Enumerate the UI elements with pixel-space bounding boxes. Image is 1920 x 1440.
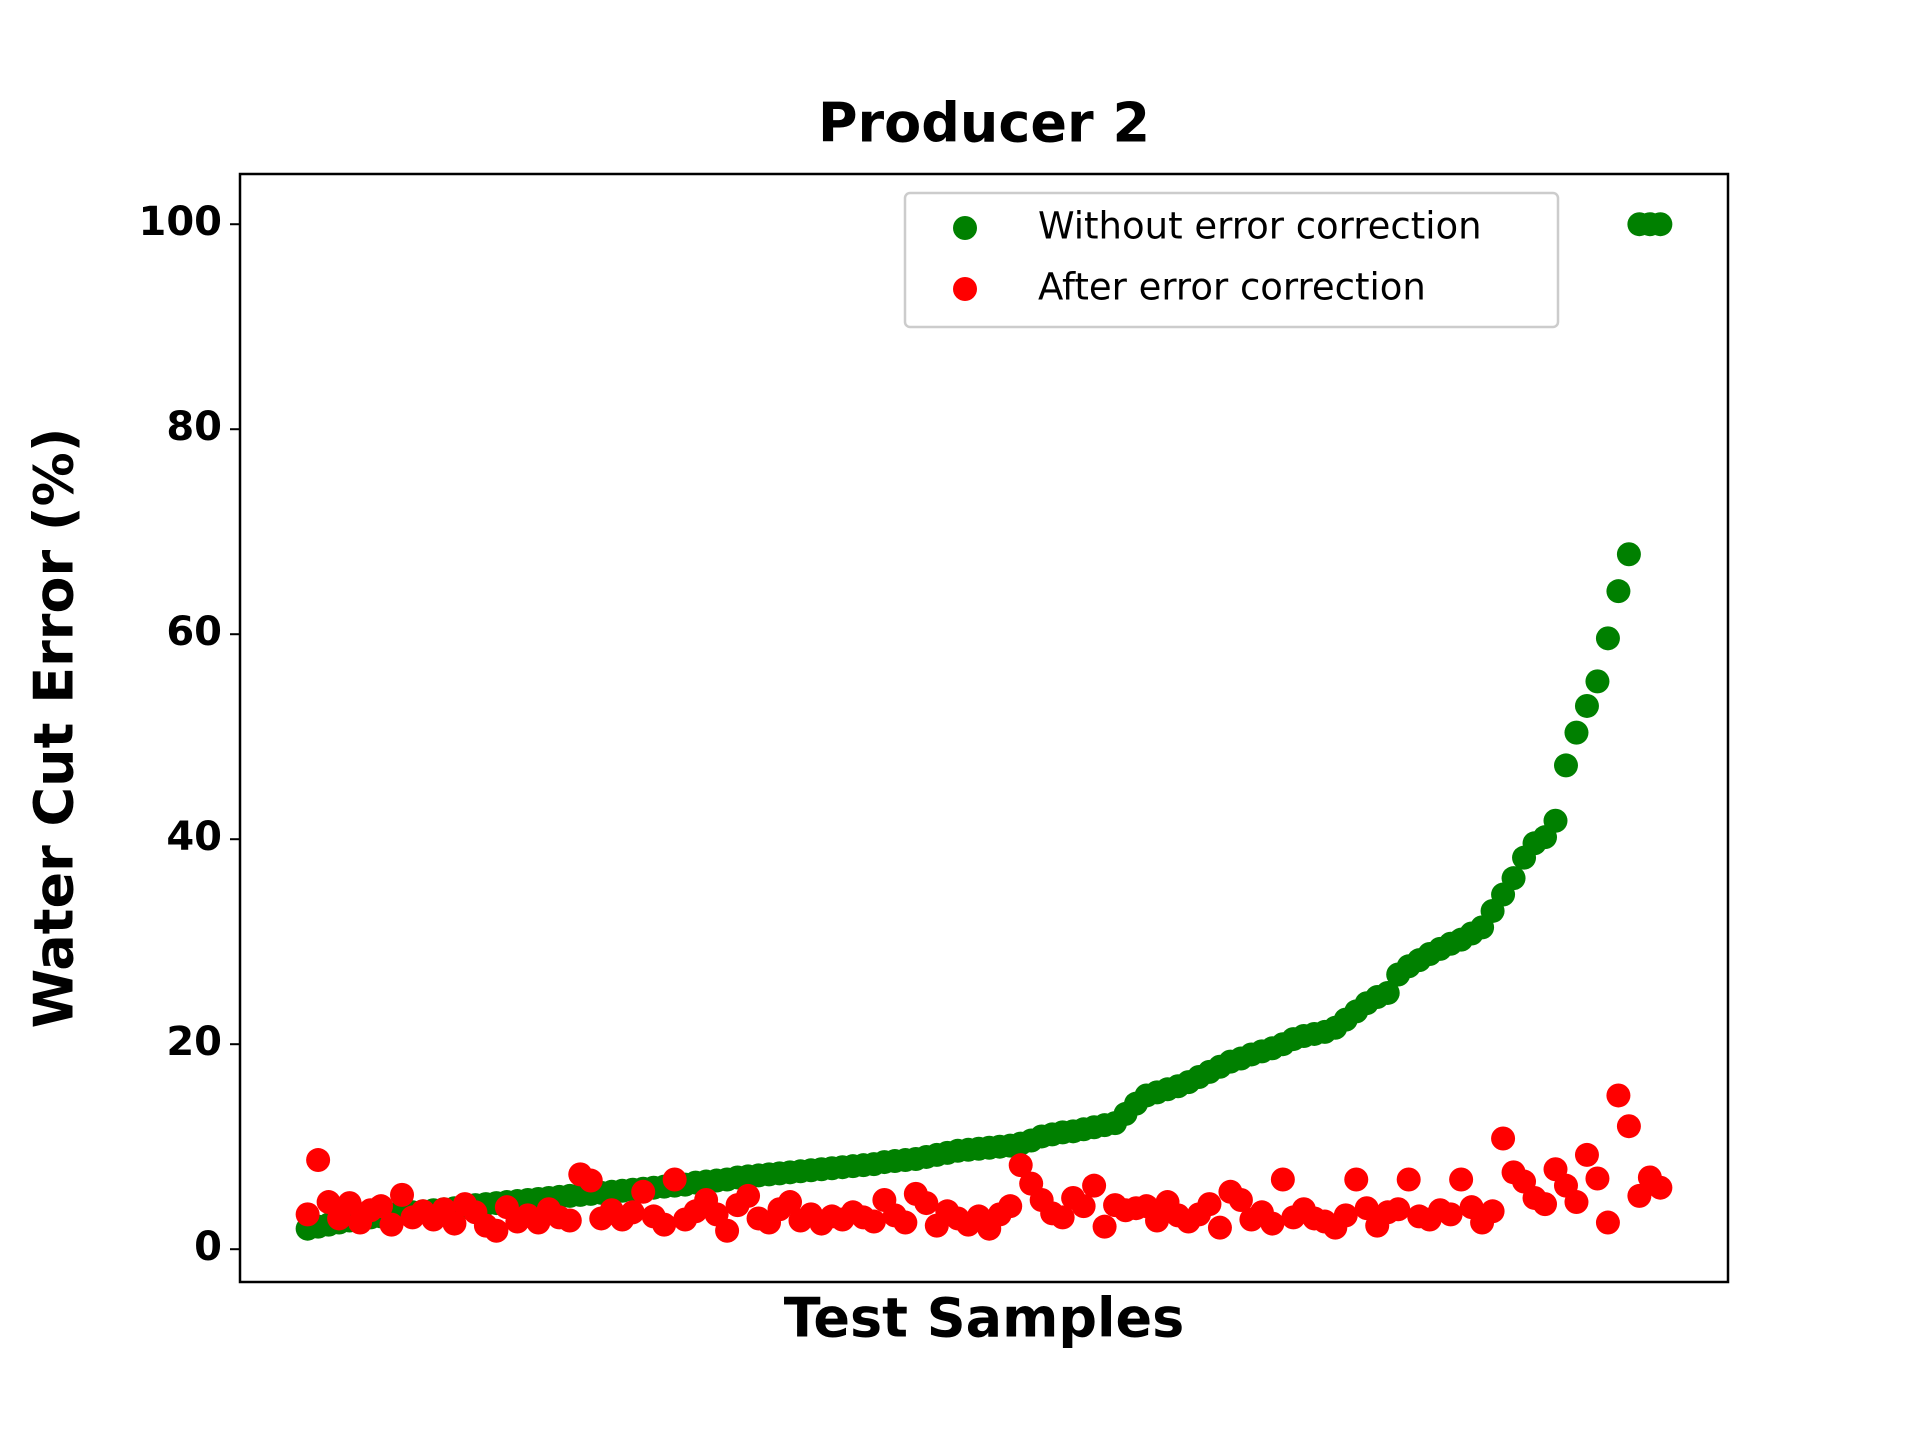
point (1197, 1192, 1222, 1217)
legend-label: Without error correction (1038, 205, 1482, 248)
point (1270, 1167, 1295, 1192)
point (390, 1182, 415, 1207)
point (1145, 1208, 1170, 1233)
point (1396, 1167, 1421, 1192)
point (1082, 1173, 1107, 1198)
point (1627, 1183, 1652, 1208)
point (662, 1167, 687, 1192)
y-tick-label: 80 (166, 404, 222, 450)
point (1480, 1199, 1505, 1224)
point (1606, 579, 1631, 604)
point (1386, 1197, 1411, 1222)
legend-label: After error correction (1038, 266, 1426, 309)
point (1050, 1205, 1075, 1230)
x-axis-label: Test Samples (784, 1287, 1185, 1350)
point (1092, 1214, 1117, 1239)
y-tick-label: 40 (166, 814, 222, 860)
point (1553, 753, 1578, 778)
point (369, 1194, 394, 1219)
point (1071, 1194, 1096, 1219)
point (1606, 1083, 1631, 1108)
point (893, 1210, 918, 1235)
point (1333, 1203, 1358, 1228)
point (778, 1190, 803, 1215)
point (1228, 1188, 1253, 1213)
point (306, 1148, 331, 1173)
point (736, 1183, 761, 1208)
point (1616, 542, 1641, 567)
point (1543, 808, 1568, 833)
plot-frame (238, 172, 1730, 1284)
point (578, 1168, 603, 1193)
y-tick-label: 60 (166, 609, 222, 655)
point (1648, 1175, 1673, 1200)
y-axis-label: Water Cut Error (%) (23, 428, 86, 1029)
point (1501, 866, 1526, 891)
point (1491, 1126, 1516, 1151)
point (631, 1179, 656, 1204)
point (1585, 1166, 1610, 1191)
point (715, 1218, 740, 1243)
point (998, 1194, 1023, 1219)
point (1354, 1196, 1379, 1221)
point (1648, 212, 1673, 237)
point (1574, 1142, 1599, 1167)
point (861, 1209, 886, 1234)
point (914, 1191, 939, 1216)
point (1438, 1202, 1463, 1227)
point (1595, 626, 1620, 651)
y-tick-label: 100 (139, 199, 223, 245)
point (295, 1202, 320, 1227)
point (1564, 720, 1589, 745)
point (1533, 1192, 1558, 1217)
point (484, 1218, 509, 1243)
point (1449, 1167, 1474, 1192)
point (1616, 1114, 1641, 1139)
point (620, 1200, 645, 1225)
point (337, 1191, 362, 1216)
point (1375, 980, 1400, 1005)
point (557, 1208, 582, 1233)
y-tick-label: 0 (194, 1224, 222, 1270)
point (1585, 669, 1610, 694)
point (1008, 1153, 1033, 1178)
point (652, 1212, 677, 1237)
y-tick-label: 20 (166, 1019, 222, 1065)
point (1564, 1190, 1589, 1215)
point (442, 1211, 467, 1236)
point (379, 1212, 404, 1237)
legend-marker (953, 216, 977, 240)
point (1207, 1215, 1232, 1240)
point (1260, 1211, 1285, 1236)
point (1574, 693, 1599, 718)
point (1344, 1167, 1369, 1192)
point (1595, 1210, 1620, 1235)
legend-marker (953, 277, 977, 301)
chart-title: Producer 2 (818, 92, 1150, 155)
legend-box (903, 191, 1560, 329)
